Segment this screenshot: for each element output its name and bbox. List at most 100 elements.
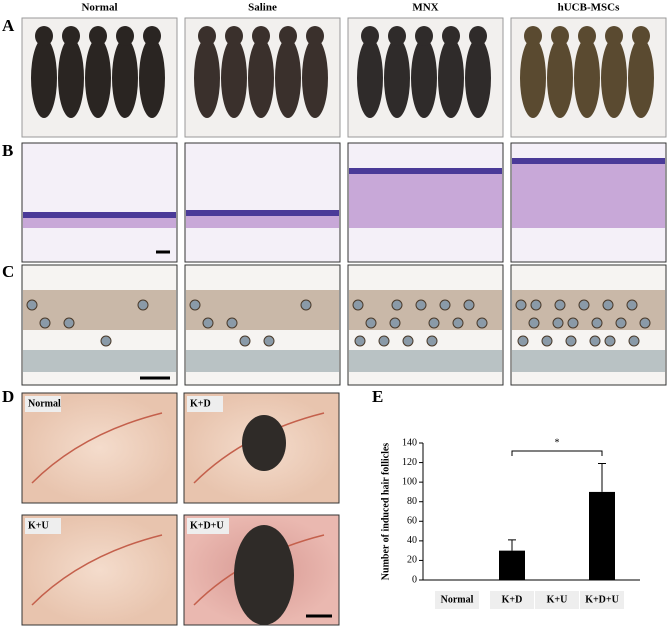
- mouse: [411, 38, 437, 118]
- mouse-head: [89, 26, 107, 46]
- category-box: [435, 591, 479, 609]
- mouse-head: [225, 26, 243, 46]
- follicle: [589, 335, 601, 347]
- epidermis: [186, 210, 339, 216]
- mouse: [275, 38, 301, 118]
- mouse: [384, 38, 410, 118]
- label-box: [187, 396, 223, 412]
- follicle: [39, 317, 51, 329]
- mouse: [139, 38, 165, 118]
- follicle: [137, 299, 149, 311]
- follicle: [189, 299, 201, 311]
- follicle: [552, 317, 564, 329]
- mouse-head: [388, 26, 406, 46]
- y-tick-label: 60: [407, 516, 417, 527]
- follicle: [476, 317, 488, 329]
- bar: [589, 491, 615, 580]
- follicle: [354, 335, 366, 347]
- mouse-head: [524, 26, 542, 46]
- panel-d-label: K+D+U: [190, 520, 224, 531]
- follicle: [452, 317, 464, 329]
- follicle: [463, 299, 475, 311]
- y-tick-label: 0: [412, 574, 417, 585]
- x-tick-label: K+D: [502, 594, 523, 605]
- mouse-head: [143, 26, 161, 46]
- follicle: [515, 299, 527, 311]
- mouse: [547, 38, 573, 118]
- panel-label: D: [2, 387, 14, 406]
- hair-mass: [242, 415, 286, 471]
- follicle: [528, 317, 540, 329]
- follicle: [517, 335, 529, 347]
- label-box: [187, 518, 229, 534]
- follicle: [26, 299, 38, 311]
- panel-label: C: [2, 262, 14, 281]
- category-box: [490, 591, 534, 609]
- follicle: [426, 335, 438, 347]
- follicle: [239, 335, 251, 347]
- mouse: [574, 38, 600, 118]
- image-layout: Normal Saline MNX hUCB-MSCs Normal K+D K+U K+D+…: [2, 2, 667, 626]
- label-box: [25, 518, 61, 534]
- mouse: [302, 38, 328, 118]
- blood-vessel: [31, 534, 163, 606]
- category-box: [580, 591, 624, 609]
- follicle: [567, 317, 579, 329]
- y-tick-label: 40: [407, 535, 417, 546]
- follicle: [554, 299, 566, 311]
- follicle: [615, 317, 627, 329]
- mouse-head: [415, 26, 433, 46]
- panel-d-label: K+D: [190, 398, 211, 409]
- follicle: [530, 299, 542, 311]
- follicle: [602, 299, 614, 311]
- bar-chart: 0 20 40 60 80 100 120 140 Number of induced hair…: [380, 437, 640, 609]
- mouse-head: [198, 26, 216, 46]
- significance-marker: *: [555, 437, 560, 448]
- column-header: MNX: [412, 2, 438, 14]
- panel-label: A: [2, 16, 15, 35]
- follicle: [626, 299, 638, 311]
- follicle: [402, 335, 414, 347]
- mouse: [248, 38, 274, 118]
- mouse: [438, 38, 464, 118]
- y-tick-label: 80: [407, 496, 417, 507]
- mouse: [194, 38, 220, 118]
- follicle: [352, 299, 364, 311]
- column-header: Normal: [81, 2, 117, 14]
- follicle: [628, 335, 640, 347]
- mouse-head: [306, 26, 324, 46]
- follicle: [226, 317, 238, 329]
- error-bar: [508, 539, 516, 551]
- x-tick-label: Normal: [441, 594, 474, 605]
- label-box: [25, 396, 61, 412]
- mouse: [601, 38, 627, 118]
- mouse-head: [442, 26, 460, 46]
- follicle: [541, 335, 553, 347]
- subcutis: [23, 350, 176, 372]
- follicle: [263, 335, 275, 347]
- blood-vessel: [31, 412, 163, 484]
- y-tick-label: 140: [402, 437, 417, 448]
- subcutis: [349, 350, 502, 372]
- follicle: [428, 317, 440, 329]
- follicle: [202, 317, 214, 329]
- mouse: [520, 38, 546, 118]
- mouse: [31, 38, 57, 118]
- tissue-layer: [349, 168, 502, 228]
- significance-bracket: [511, 450, 603, 456]
- mouse-head: [605, 26, 623, 46]
- mouse: [221, 38, 247, 118]
- mouse: [465, 38, 491, 118]
- follicle: [565, 335, 577, 347]
- error-bar: [598, 463, 606, 492]
- mouse-head: [361, 26, 379, 46]
- mouse: [357, 38, 383, 118]
- x-tick-label: K+U: [547, 594, 568, 605]
- follicle: [63, 317, 75, 329]
- mouse-head: [35, 26, 53, 46]
- epidermis: [512, 158, 665, 164]
- y-tick-label: 20: [407, 555, 417, 566]
- panel-label: E: [372, 387, 383, 406]
- mouse-head: [279, 26, 297, 46]
- follicle: [604, 335, 616, 347]
